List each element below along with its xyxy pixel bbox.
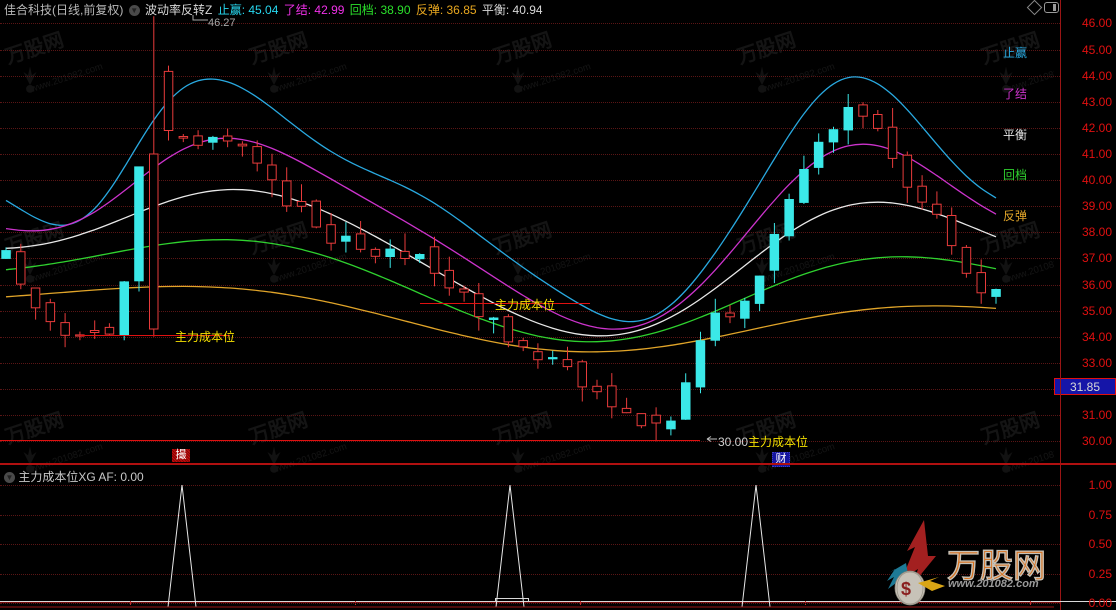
svg-text:$: $	[901, 579, 911, 599]
svg-text:www.201082.com: www.201082.com	[948, 578, 1039, 590]
